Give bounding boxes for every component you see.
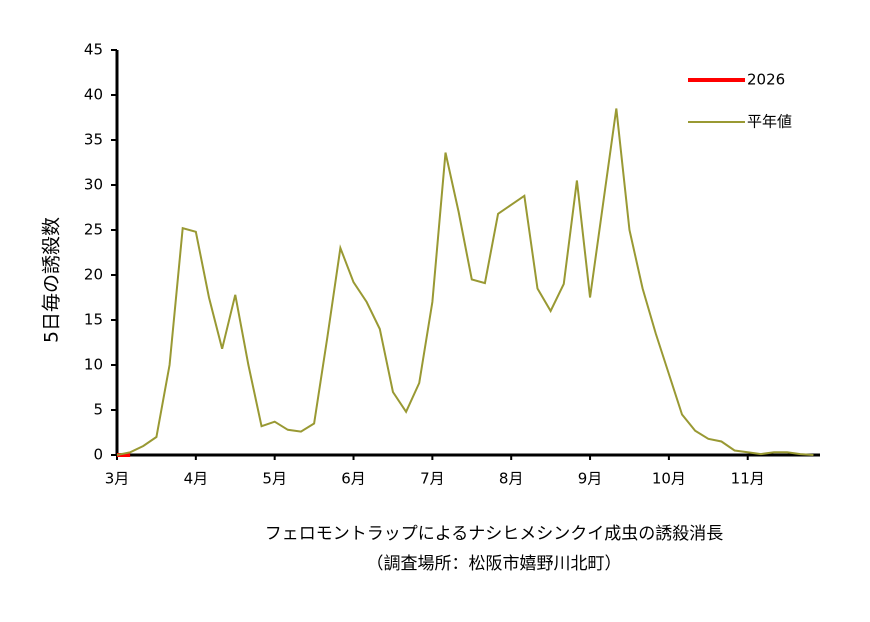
- x-tick-label: 7月: [420, 470, 445, 488]
- y-tick-label: 40: [84, 86, 103, 104]
- y-tick-label: 0: [93, 446, 103, 464]
- y-tick-label: 25: [84, 221, 103, 239]
- legend-label: 2026: [747, 71, 785, 89]
- caption-line: フェロモントラップによるナシヒメシンクイ成虫の誘殺消長: [265, 524, 724, 544]
- x-tick-label: 9月: [578, 470, 603, 488]
- y-tick-label: 35: [84, 131, 103, 149]
- series-line: [116, 108, 814, 456]
- y-tick-label: 10: [84, 356, 103, 374]
- x-tick-label: 3月: [105, 470, 130, 488]
- y-axis-title: 5日毎の誘殺数: [41, 217, 63, 343]
- x-tick-label: 6月: [341, 470, 366, 488]
- x-tick-label: 4月: [184, 470, 209, 488]
- x-tick-label: 10月: [652, 470, 686, 488]
- caption-line: （調査場所：松阪市嬉野川北町）: [367, 554, 622, 574]
- y-tick-label: 15: [84, 311, 103, 329]
- y-tick-label: 20: [84, 266, 103, 284]
- legend-label: 平年値: [747, 113, 792, 131]
- x-tick-label: 8月: [499, 470, 524, 488]
- x-tick-label: 11月: [731, 470, 765, 488]
- y-tick-label: 45: [84, 41, 103, 59]
- y-tick-label: 30: [84, 176, 103, 194]
- y-tick-label: 5: [93, 401, 103, 419]
- x-tick-label: 5月: [262, 470, 287, 488]
